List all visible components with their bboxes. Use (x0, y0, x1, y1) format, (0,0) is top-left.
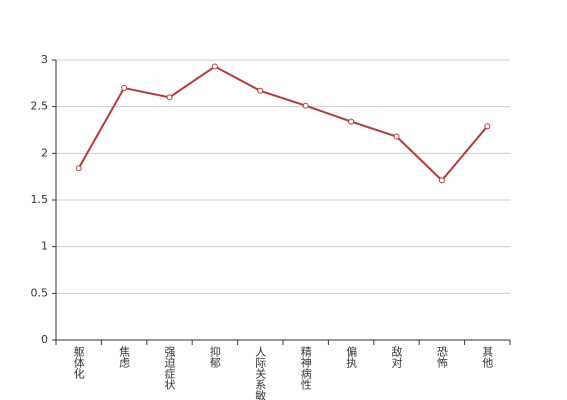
y-tick-label: 1 (41, 240, 48, 253)
point (166, 94, 173, 101)
x-tick-label: 偏执 (345, 345, 358, 369)
point (302, 102, 309, 109)
y-tick-label: 0.5 (31, 286, 49, 299)
x-tick-label: 强迫症状 (163, 346, 176, 390)
x-tick-label: 焦虑 (118, 346, 131, 368)
y-tick-label: 2 (41, 146, 48, 159)
point (211, 63, 218, 70)
point (393, 133, 400, 140)
y-tick-label: 0 (41, 333, 48, 346)
x-tick-label: 人际关系敏感 (254, 346, 267, 400)
x-tick-label: 抑郁 (208, 345, 221, 368)
y-tick-label: 2.5 (31, 100, 49, 113)
point (75, 165, 82, 172)
point (348, 118, 355, 125)
point (484, 123, 491, 130)
x-tick-label: 躯体化 (72, 346, 85, 380)
point (257, 87, 264, 94)
x-tick-label: 敌对 (390, 345, 403, 368)
point (121, 85, 128, 91)
y-tick-label: 1.5 (31, 193, 49, 206)
x-tick-label: 精神病性 (299, 346, 312, 391)
x-tick-label: 其他 (481, 346, 494, 368)
line (77, 65, 489, 182)
x-tick-label: 恐怖 (435, 346, 448, 368)
y-tick-label: 3 (41, 53, 48, 66)
point (438, 177, 445, 184)
